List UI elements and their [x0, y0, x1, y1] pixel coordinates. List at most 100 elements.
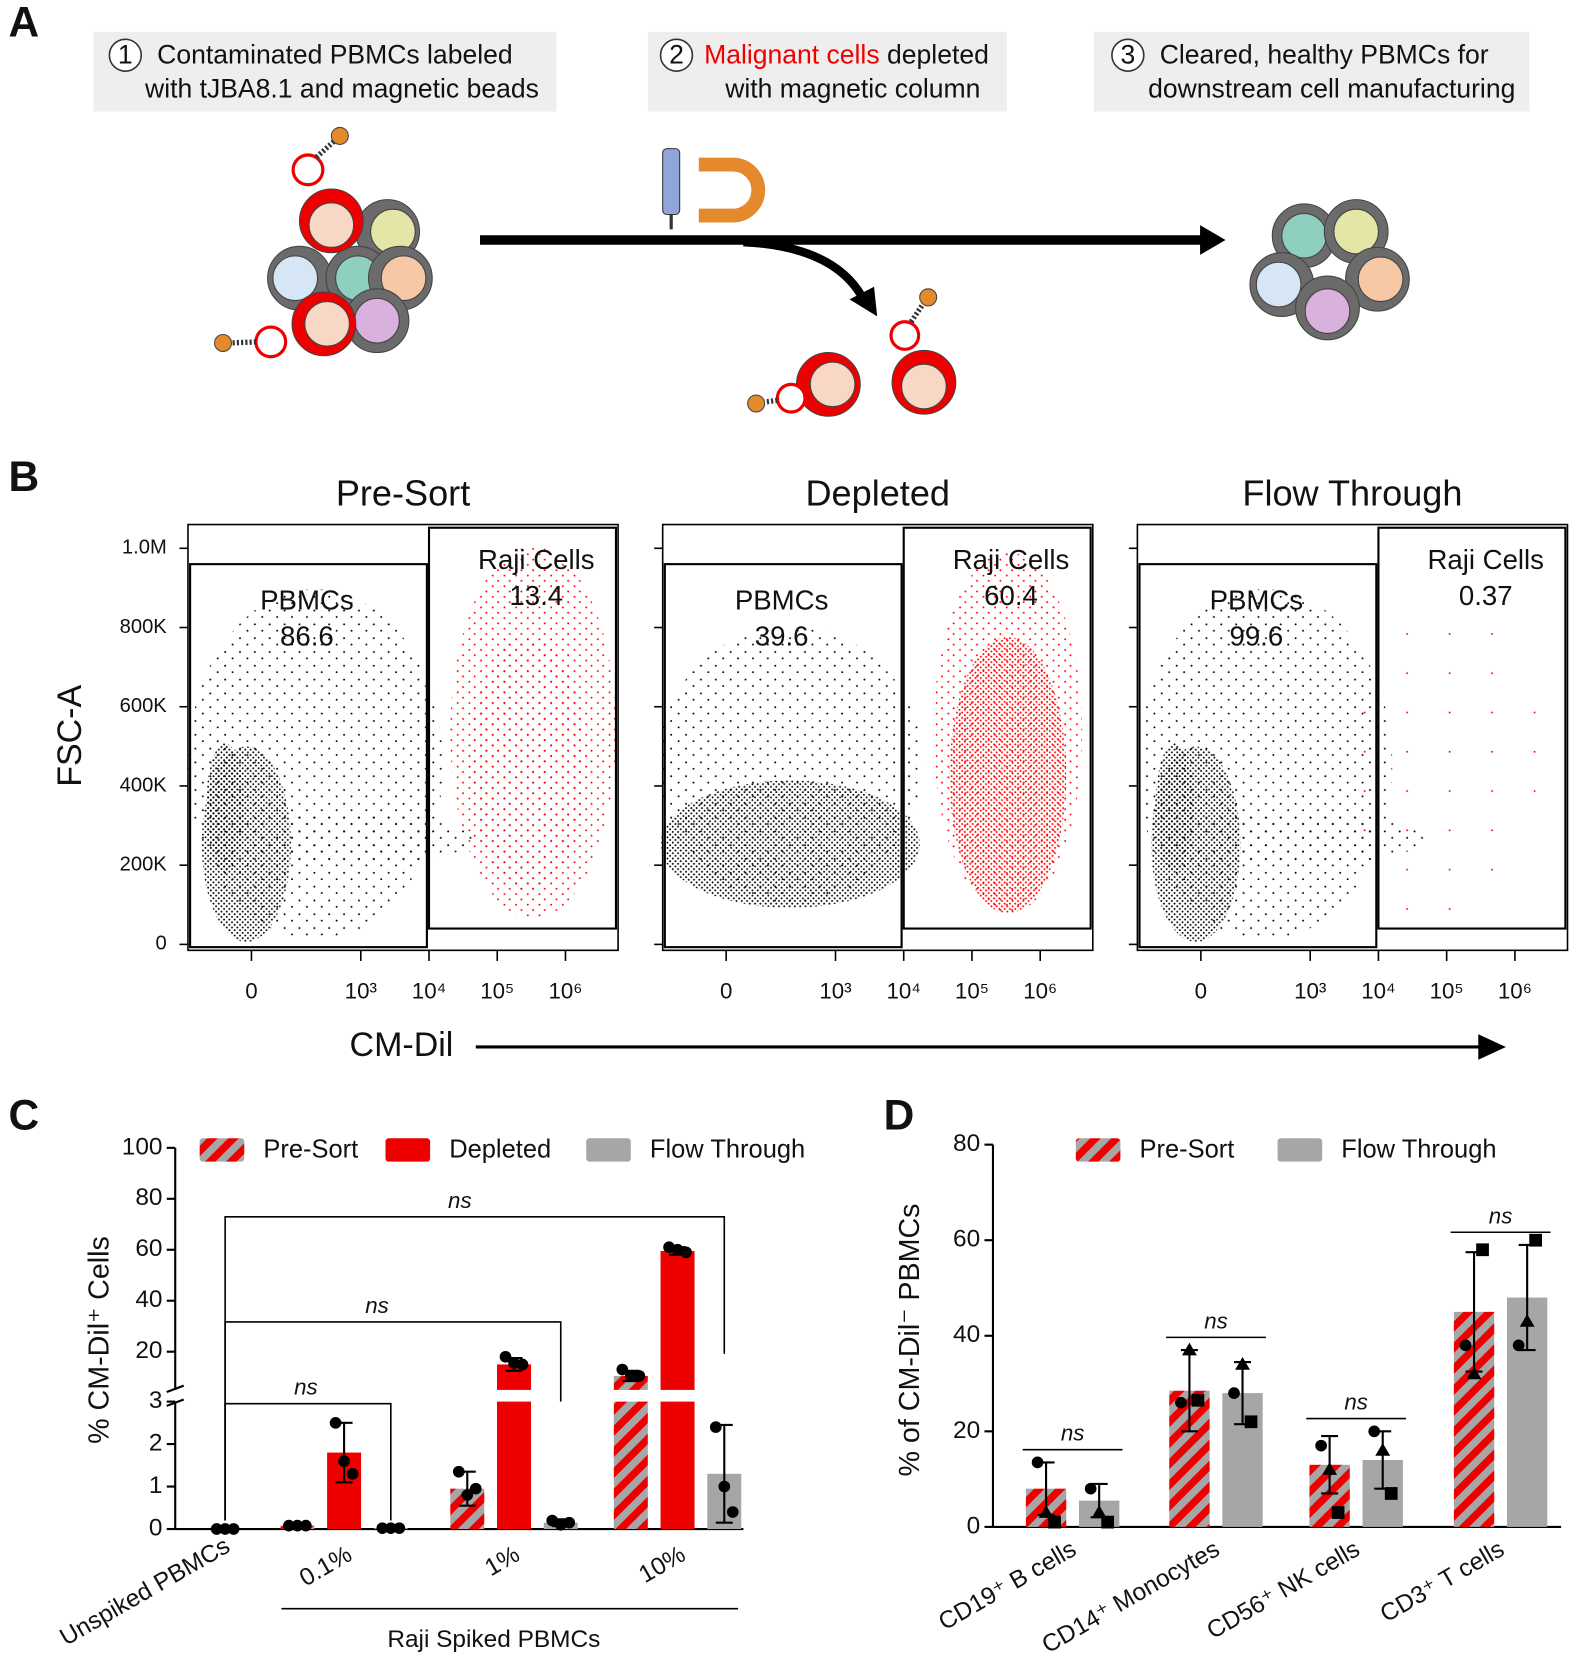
data-point	[1091, 1505, 1107, 1518]
legend-label: Pre-Sort	[1140, 1136, 1235, 1164]
bar-break-gap	[659, 1389, 696, 1402]
x-tick-label: 10⁴	[1361, 979, 1395, 1004]
scatter-density	[206, 743, 245, 871]
data-point	[219, 1523, 231, 1535]
gate-value: 13.4	[509, 580, 563, 611]
data-point	[1182, 1342, 1197, 1356]
data-point	[1038, 1505, 1054, 1518]
gate-value: 99.6	[1229, 620, 1283, 651]
data-point	[1331, 1506, 1345, 1519]
data-point	[1244, 1415, 1258, 1429]
data-point	[680, 1246, 692, 1259]
data-point	[461, 1489, 474, 1501]
step-text: Contaminated PBMCs labeled	[157, 39, 512, 69]
scatter-density	[1349, 605, 1541, 924]
gate-name: Raji Cells	[953, 544, 1070, 575]
step-box	[93, 31, 557, 112]
x-axis-title: CM-Dil	[350, 1026, 454, 1064]
y-tick-label: 0	[156, 933, 167, 955]
x-tick-label: 10⁵	[1430, 979, 1464, 1004]
significance-label: ns	[1344, 1390, 1368, 1415]
data-point	[633, 1370, 646, 1382]
gate	[189, 563, 428, 949]
y-tick-label: 600K	[120, 695, 168, 717]
axis-arrow-head	[1478, 1034, 1506, 1060]
step-badge	[659, 38, 694, 72]
scatter-density	[1155, 743, 1194, 871]
gate-name: Raji Cells	[478, 544, 595, 575]
data-point	[1228, 1387, 1240, 1399]
legend-swatch	[199, 1138, 245, 1162]
y-tick-label: 100	[122, 1133, 163, 1160]
x-tick-label: 10⁴	[887, 979, 921, 1004]
process-arrows	[480, 148, 1226, 317]
x-tick-label: CD3⁺ T cells	[1376, 1536, 1509, 1628]
x-tick-label: 10⁵	[955, 979, 989, 1004]
step-text: downstream cell manufacturing	[1148, 73, 1515, 103]
significance-label: ns	[1204, 1308, 1228, 1333]
flow-plot	[657, 523, 1094, 952]
data-point	[1375, 1443, 1391, 1456]
step-box	[647, 31, 1007, 112]
legend-swatch	[1075, 1138, 1121, 1162]
data-point	[563, 1516, 576, 1529]
data-point	[718, 1480, 731, 1493]
x-tick-label: 10³	[1294, 979, 1326, 1004]
plot-frame	[661, 523, 1094, 952]
data-point	[1459, 1339, 1472, 1352]
panel-label: C	[8, 1091, 39, 1138]
step-text: with magnetic column	[724, 73, 980, 103]
significance-label: ns	[448, 1188, 472, 1213]
data-point	[452, 1465, 465, 1478]
x-tick-label: 10³	[819, 979, 851, 1004]
y-tick-label: 80	[135, 1184, 162, 1211]
gate-name: PBMCs	[1210, 584, 1304, 615]
data-point	[499, 1350, 512, 1363]
gate	[1377, 526, 1567, 930]
data-point	[1512, 1339, 1525, 1352]
data-point	[384, 1522, 397, 1535]
gate	[663, 563, 903, 949]
data-point	[1315, 1439, 1327, 1452]
legend-swatch	[586, 1138, 631, 1162]
data-point	[1519, 1314, 1535, 1327]
gate-value: 60.4	[984, 580, 1038, 611]
significance-label: ns	[1489, 1203, 1513, 1228]
gate-value: 39.6	[755, 620, 809, 651]
data-point	[1466, 1366, 1482, 1380]
significance-bracket	[224, 1402, 392, 1521]
data-point	[1529, 1233, 1543, 1247]
data-point	[329, 1417, 342, 1429]
step-number: 3	[1120, 39, 1135, 69]
y-tick-label: 0	[967, 1512, 981, 1539]
x-tick-label: 1%	[480, 1541, 524, 1582]
bar	[497, 1364, 531, 1530]
step-text: depleted	[887, 39, 989, 69]
data-point	[1191, 1393, 1205, 1407]
step-number: 2	[669, 39, 684, 69]
scatter-density	[660, 780, 920, 908]
y-tick-label: 1	[149, 1472, 163, 1499]
y-tick-label: 400K	[120, 774, 168, 796]
legend-label: Flow Through	[1341, 1136, 1496, 1164]
legend-swatch	[1277, 1138, 1323, 1162]
data-point	[291, 1519, 304, 1532]
panel-label: B	[8, 453, 39, 500]
gate	[902, 526, 1092, 930]
y-tick-label: 80	[953, 1130, 980, 1157]
data-point	[338, 1455, 350, 1467]
axis-break	[166, 1384, 185, 1394]
step-highlight: Malignant cells	[704, 39, 880, 69]
y-tick-label: 40	[135, 1286, 162, 1313]
y-tick-label: 1.0M	[122, 537, 167, 559]
gate-name: Raji Cells	[1427, 544, 1544, 575]
significance-label: ns	[365, 1293, 389, 1318]
data-point	[709, 1421, 722, 1433]
x-tick-label: 10⁴	[412, 979, 446, 1004]
x-tick-label: 0.1%	[295, 1541, 357, 1592]
flow-plot	[187, 523, 619, 952]
gate-value: 0.37	[1459, 580, 1513, 611]
data-point	[616, 1363, 629, 1376]
data-point	[1101, 1515, 1115, 1529]
